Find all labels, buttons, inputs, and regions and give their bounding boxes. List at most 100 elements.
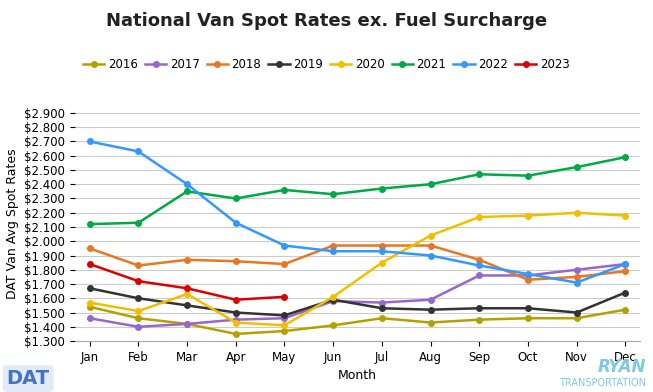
2021	[475, 172, 483, 177]
2018	[135, 263, 142, 268]
2020	[622, 213, 629, 218]
2020	[573, 211, 581, 215]
2020	[378, 260, 386, 265]
2018	[378, 243, 386, 248]
2016	[183, 321, 191, 326]
2022	[183, 182, 191, 187]
2023	[135, 279, 142, 283]
2023	[281, 294, 289, 299]
2022	[232, 220, 240, 225]
Text: TRANSPORTATION: TRANSPORTATION	[560, 378, 646, 388]
2020	[426, 233, 434, 238]
2018	[329, 243, 337, 248]
2017	[573, 267, 581, 272]
2016	[426, 320, 434, 325]
2017	[426, 298, 434, 302]
2016	[232, 332, 240, 336]
Y-axis label: DAT Van Avg Spot Rates: DAT Van Avg Spot Rates	[6, 148, 19, 299]
Line: 2017: 2017	[87, 261, 628, 330]
2019	[622, 290, 629, 295]
2019	[183, 303, 191, 308]
2022	[622, 262, 629, 267]
2022	[475, 263, 483, 268]
2019	[378, 306, 386, 310]
2020	[524, 213, 532, 218]
2021	[524, 173, 532, 178]
2020	[329, 294, 337, 299]
2022	[135, 149, 142, 154]
2020	[232, 320, 240, 325]
Text: DAT: DAT	[7, 369, 50, 388]
2022	[86, 139, 93, 144]
2023	[183, 286, 191, 290]
2018	[183, 258, 191, 262]
2019	[426, 307, 434, 312]
2021	[232, 196, 240, 201]
Line: 2021: 2021	[87, 154, 628, 227]
Line: 2022: 2022	[87, 139, 628, 285]
2019	[86, 286, 93, 290]
2022	[281, 243, 289, 248]
2017	[232, 317, 240, 322]
2019	[475, 306, 483, 310]
2018	[573, 274, 581, 279]
2022	[329, 249, 337, 254]
2022	[378, 249, 386, 254]
2020	[475, 215, 483, 220]
2018	[281, 262, 289, 267]
Line: 2020: 2020	[87, 210, 628, 328]
Legend: 2016, 2017, 2018, 2019, 2020, 2021, 2022, 2023: 2016, 2017, 2018, 2019, 2020, 2021, 2022…	[78, 53, 575, 75]
2022	[573, 280, 581, 285]
2018	[426, 243, 434, 248]
2016	[378, 316, 386, 321]
2018	[524, 278, 532, 282]
2020	[281, 323, 289, 328]
Text: RYAN: RYAN	[598, 358, 646, 376]
2021	[183, 189, 191, 194]
2023	[86, 262, 93, 267]
2019	[232, 310, 240, 315]
2017	[329, 299, 337, 303]
2019	[135, 296, 142, 301]
X-axis label: Month: Month	[338, 369, 377, 382]
2019	[281, 313, 289, 318]
Line: 2019: 2019	[87, 285, 628, 318]
2016	[475, 317, 483, 322]
Line: 2023: 2023	[87, 261, 287, 303]
Line: 2018: 2018	[87, 243, 628, 283]
2017	[524, 273, 532, 278]
2019	[329, 298, 337, 302]
Line: 2016: 2016	[87, 304, 628, 337]
2021	[426, 182, 434, 187]
2017	[378, 300, 386, 305]
2016	[86, 305, 93, 309]
2018	[86, 246, 93, 251]
2020	[183, 292, 191, 296]
2017	[281, 316, 289, 321]
2017	[622, 262, 629, 267]
2021	[622, 155, 629, 160]
2019	[573, 310, 581, 315]
2017	[183, 321, 191, 326]
2021	[135, 220, 142, 225]
2016	[135, 316, 142, 321]
2019	[524, 306, 532, 310]
2018	[622, 269, 629, 274]
2021	[329, 192, 337, 196]
2017	[475, 273, 483, 278]
2016	[573, 316, 581, 321]
2021	[281, 188, 289, 192]
2020	[86, 300, 93, 305]
2016	[524, 316, 532, 321]
2018	[475, 258, 483, 262]
2021	[573, 165, 581, 169]
2022	[426, 253, 434, 258]
2023	[232, 298, 240, 302]
Text: National Van Spot Rates ex. Fuel Surcharge: National Van Spot Rates ex. Fuel Surchar…	[106, 12, 547, 30]
2016	[622, 307, 629, 312]
2021	[378, 186, 386, 191]
2017	[135, 325, 142, 329]
2022	[524, 272, 532, 276]
2020	[135, 309, 142, 314]
2016	[329, 323, 337, 328]
